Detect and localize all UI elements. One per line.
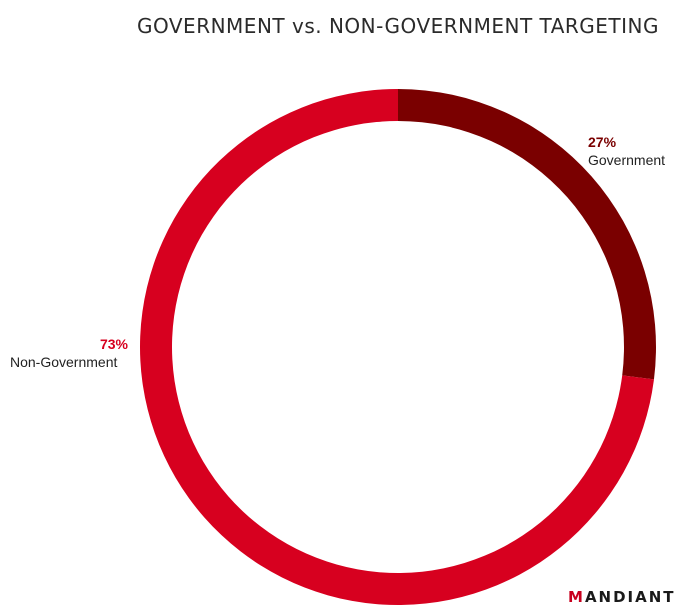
chart-title-text: GOVERNMENT vs. NON-GOVERNMENT TARGETING xyxy=(136,14,660,38)
slice-label-government: 27% Government xyxy=(588,133,665,169)
mandiant-logo: MANDIANT xyxy=(568,588,676,606)
slice-name-non-government: Non-Government xyxy=(10,354,118,370)
donut-slices xyxy=(139,89,656,606)
slice-name-government: Government xyxy=(588,152,666,168)
slice-percent-government: 27% xyxy=(588,134,617,150)
slice-label-non-government: 73% Non-Government xyxy=(10,335,128,371)
chart-title: GOVERNMENT vs. NON-GOVERNMENT TARGETING xyxy=(0,14,686,38)
slice-percent-non-government: 73% xyxy=(99,336,128,352)
donut-slice-government xyxy=(398,89,656,380)
logo-text: ANDIANT xyxy=(584,588,676,606)
logo-accent-letter: M xyxy=(568,588,585,606)
